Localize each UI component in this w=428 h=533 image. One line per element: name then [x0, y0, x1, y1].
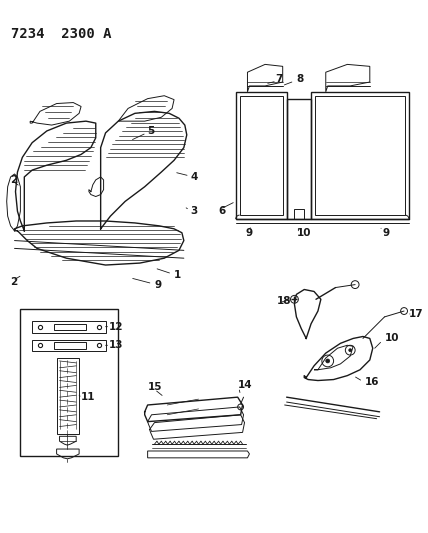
Text: 6: 6 [218, 206, 226, 216]
Text: 1: 1 [174, 270, 181, 280]
Text: 9: 9 [155, 280, 162, 289]
Bar [21, 309, 118, 456]
Text: 12: 12 [108, 322, 123, 332]
Circle shape [326, 359, 330, 363]
Circle shape [349, 349, 352, 352]
Text: 2: 2 [11, 175, 18, 185]
Text: 16: 16 [365, 377, 379, 387]
Text: 7234  2300 A: 7234 2300 A [11, 27, 111, 41]
Text: 8: 8 [297, 74, 303, 84]
Text: 14: 14 [238, 381, 252, 390]
Text: 10: 10 [297, 228, 311, 238]
Text: 9: 9 [383, 228, 389, 238]
Text: 13: 13 [108, 340, 123, 350]
Text: 17: 17 [409, 309, 424, 319]
Text: 3: 3 [191, 206, 198, 216]
Text: 2: 2 [11, 277, 18, 287]
Text: 4: 4 [191, 172, 198, 182]
Text: 5: 5 [148, 126, 155, 136]
Text: 7: 7 [275, 74, 282, 84]
Text: 10: 10 [384, 334, 399, 343]
Text: 11: 11 [81, 392, 95, 402]
Text: 15: 15 [148, 382, 162, 392]
Text: 18: 18 [277, 296, 291, 306]
Text: 9: 9 [246, 228, 253, 238]
